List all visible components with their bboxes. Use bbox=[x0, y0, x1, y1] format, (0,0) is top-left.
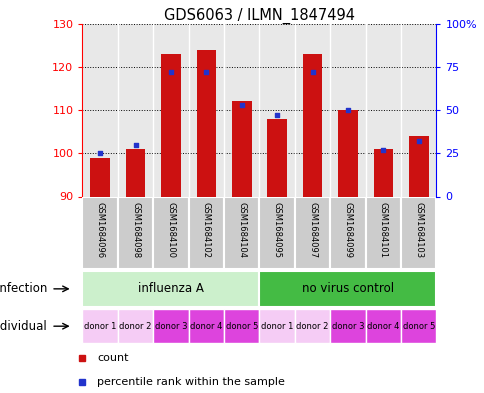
Text: count: count bbox=[97, 353, 128, 363]
Text: no virus control: no virus control bbox=[302, 282, 393, 296]
Text: donor 2: donor 2 bbox=[119, 322, 151, 331]
Text: GSM1684104: GSM1684104 bbox=[237, 202, 246, 258]
Point bbox=[237, 102, 245, 108]
Bar bbox=[82, 309, 118, 343]
Bar bbox=[365, 309, 400, 343]
Bar bbox=[231, 101, 251, 196]
Bar bbox=[188, 309, 224, 343]
Text: GSM1684101: GSM1684101 bbox=[378, 202, 387, 258]
Bar bbox=[153, 309, 188, 343]
Bar bbox=[161, 54, 181, 196]
Bar bbox=[188, 196, 224, 269]
Bar bbox=[267, 119, 287, 196]
Bar bbox=[294, 309, 330, 343]
Text: donor 5: donor 5 bbox=[402, 322, 434, 331]
Bar bbox=[259, 309, 294, 343]
Bar bbox=[365, 196, 400, 269]
Bar bbox=[400, 309, 436, 343]
Text: percentile rank within the sample: percentile rank within the sample bbox=[97, 377, 284, 387]
Text: GSM1684100: GSM1684100 bbox=[166, 202, 175, 258]
Text: GSM1684097: GSM1684097 bbox=[307, 202, 317, 259]
Text: donor 2: donor 2 bbox=[296, 322, 328, 331]
Point bbox=[414, 138, 422, 144]
Text: GSM1684098: GSM1684098 bbox=[131, 202, 140, 259]
Bar bbox=[302, 54, 322, 196]
Text: infection: infection bbox=[0, 282, 48, 296]
Bar bbox=[400, 196, 436, 269]
Point bbox=[202, 69, 210, 75]
Bar bbox=[408, 136, 428, 196]
Point bbox=[273, 112, 281, 118]
Text: donor 3: donor 3 bbox=[154, 322, 187, 331]
Point bbox=[96, 150, 104, 156]
Text: GSM1684096: GSM1684096 bbox=[95, 202, 105, 259]
Text: donor 3: donor 3 bbox=[331, 322, 363, 331]
Bar bbox=[118, 309, 153, 343]
Bar bbox=[118, 196, 153, 269]
Point bbox=[343, 107, 351, 113]
Bar bbox=[259, 196, 294, 269]
Point bbox=[166, 69, 174, 75]
Bar bbox=[153, 196, 188, 269]
Text: influenza A: influenza A bbox=[138, 282, 203, 296]
Bar bbox=[196, 50, 216, 196]
Text: GSM1684102: GSM1684102 bbox=[201, 202, 211, 258]
Bar bbox=[330, 196, 365, 269]
Bar bbox=[337, 110, 357, 196]
Text: donor 4: donor 4 bbox=[190, 322, 222, 331]
Bar bbox=[330, 309, 365, 343]
Bar bbox=[82, 271, 259, 307]
Text: donor 1: donor 1 bbox=[260, 322, 293, 331]
Text: GSM1684095: GSM1684095 bbox=[272, 202, 281, 258]
Bar bbox=[125, 149, 145, 196]
Text: GSM1684103: GSM1684103 bbox=[413, 202, 423, 259]
Bar bbox=[224, 309, 259, 343]
Point bbox=[378, 147, 386, 153]
Text: donor 5: donor 5 bbox=[225, 322, 257, 331]
Bar bbox=[373, 149, 393, 196]
Point bbox=[308, 69, 316, 75]
Text: individual: individual bbox=[0, 320, 48, 333]
Text: donor 4: donor 4 bbox=[366, 322, 399, 331]
Title: GDS6063 / ILMN_1847494: GDS6063 / ILMN_1847494 bbox=[164, 7, 354, 24]
Text: donor 1: donor 1 bbox=[84, 322, 116, 331]
Bar bbox=[90, 158, 110, 196]
Point bbox=[132, 141, 139, 148]
Bar bbox=[294, 196, 330, 269]
Bar bbox=[82, 196, 118, 269]
Bar bbox=[259, 271, 436, 307]
Text: GSM1684099: GSM1684099 bbox=[343, 202, 352, 258]
Bar bbox=[224, 196, 259, 269]
